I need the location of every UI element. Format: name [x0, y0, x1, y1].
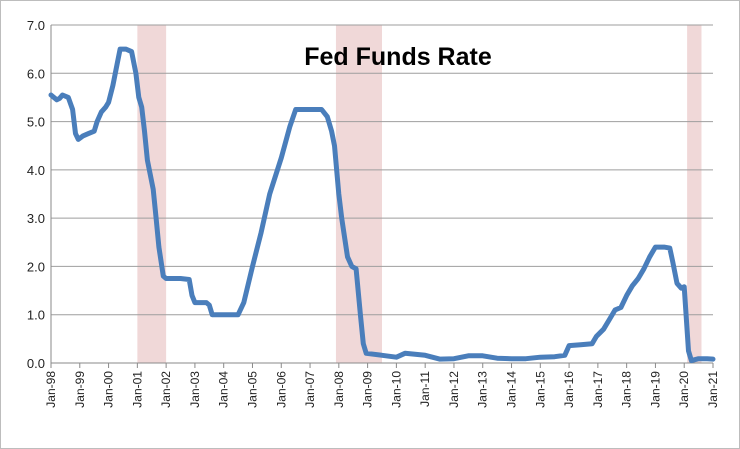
series-layer: [48, 46, 716, 364]
recession-bands: [137, 25, 702, 363]
x-tick-label: Jan-09: [361, 371, 375, 408]
x-tick-label: Jan-10: [389, 371, 403, 408]
series-line-fed-funds-rate: [48, 46, 716, 364]
x-tick-label: Jan-01: [130, 371, 144, 408]
x-tick-label: Jan-07: [303, 371, 317, 408]
x-tick-label: Jan-06: [274, 371, 288, 408]
x-tick-label: Jan-16: [562, 371, 576, 408]
gridlines: [51, 24, 713, 316]
y-tick-labels: 0.0 1.0 2.0 3.0 4.0 5.0 6.0 7.0: [27, 18, 45, 371]
x-tick-label: Jan-98: [44, 371, 58, 408]
y-tick-label: 1.0: [27, 308, 45, 323]
y-tick-label: 2.0: [27, 259, 45, 274]
x-tick-label: Jan-03: [188, 371, 202, 408]
x-tick-label: Jan-08: [332, 371, 346, 408]
y-tick-label: 4.0: [27, 163, 45, 178]
x-tick-label: Jan-21: [706, 371, 720, 408]
chart-title: Fed Funds Rate: [304, 43, 492, 71]
y-tick-label: 0.0: [27, 356, 45, 371]
y-tick-label: 5.0: [27, 115, 45, 130]
x-tick-label: Jan-12: [447, 371, 461, 408]
x-tick-label: Jan-13: [476, 371, 490, 408]
y-tick-label: 3.0: [27, 211, 45, 226]
x-tick-label: Jan-05: [245, 371, 259, 408]
x-tick-label: Jan-02: [159, 371, 173, 408]
x-tick-label: Jan-11: [418, 371, 432, 407]
x-tick-label: Jan-15: [533, 371, 547, 408]
recession-band: [687, 25, 702, 363]
x-tick-label: Jan-20: [677, 371, 691, 408]
x-tick-label: Jan-17: [591, 371, 605, 408]
x-tick-label: Jan-99: [73, 371, 87, 408]
x-tick-label: Jan-00: [102, 371, 116, 408]
x-tick-label: Jan-18: [620, 371, 634, 408]
x-tick-labels: Jan-98 Jan-99 Jan-00 Jan-01 Jan-02 Jan-03 Jan-…: [44, 363, 720, 408]
x-tick-label: Jan-14: [505, 371, 519, 408]
axes: [50, 25, 713, 364]
y-tick-label: 6.0: [27, 66, 45, 81]
x-tick-label: Jan-19: [648, 371, 662, 408]
y-tick-label: 7.0: [27, 18, 45, 33]
x-tick-label: Jan-04: [217, 371, 231, 408]
